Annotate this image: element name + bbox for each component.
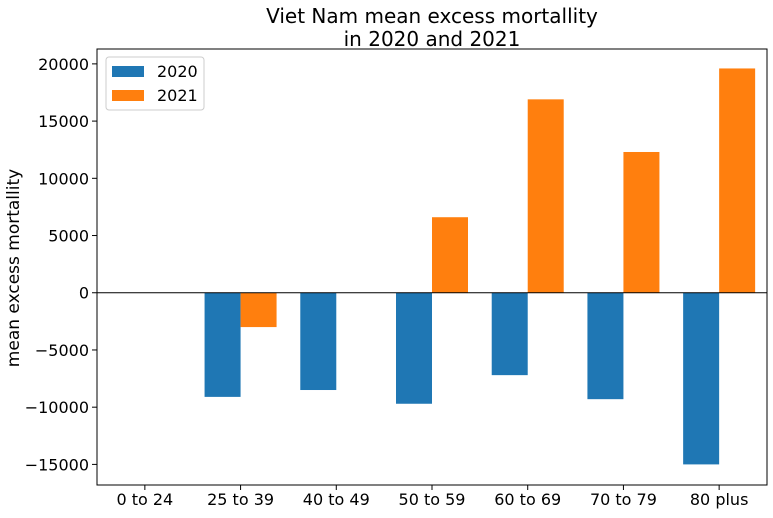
bar-2021-5	[623, 151, 660, 293]
x-tick-label: 40 to 49	[303, 490, 370, 509]
x-tick-label: 60 to 69	[494, 490, 561, 509]
chart-title-line-2: in 2020 and 2021	[344, 27, 521, 51]
bar-2021-1	[240, 292, 277, 328]
y-tick-label: 5000	[48, 227, 89, 246]
y-tick-label: −15000	[25, 455, 89, 474]
x-tick-label: 80 plus	[690, 490, 749, 509]
legend: 2020 2021	[105, 56, 205, 111]
y-tick-label: −5000	[35, 341, 89, 360]
x-tick-label: 0 to 24	[116, 490, 173, 509]
y-tick-label: −10000	[25, 398, 89, 417]
x-tick-label: 25 to 39	[207, 490, 274, 509]
y-tick-label: 0	[79, 284, 89, 303]
bar-2021-3	[432, 217, 468, 293]
bar-2021-4	[527, 99, 564, 293]
legend-swatch-2020	[112, 66, 144, 77]
bars-group	[204, 68, 756, 465]
bar-2020-4	[491, 292, 528, 376]
y-axis-label: mean excess mortallity	[4, 169, 24, 367]
legend-label-2021: 2021	[157, 86, 198, 105]
legend-label-2020: 2020	[157, 62, 198, 81]
bar-2020-1	[204, 292, 241, 397]
y-tick-label: 15000	[38, 112, 89, 131]
legend-swatch-2021	[112, 90, 144, 101]
bar-2020-5	[587, 292, 624, 400]
axes-group: −15000 −10000 −5000 0 5000 10000 15000 20000 0 t…	[25, 48, 768, 509]
y-tick-label: 10000	[38, 169, 89, 188]
bar-2020-6	[683, 292, 720, 465]
bar-2021-6	[719, 68, 756, 293]
x-tick-label: 70 to 79	[590, 490, 657, 509]
bar-2020-2	[300, 292, 337, 391]
x-tick-label: 50 to 59	[399, 490, 466, 509]
bar-2020-3	[396, 292, 432, 404]
chart-title-line-1: Viet Nam mean excess mortallity	[266, 4, 598, 28]
y-tick-label: 20000	[38, 55, 89, 74]
